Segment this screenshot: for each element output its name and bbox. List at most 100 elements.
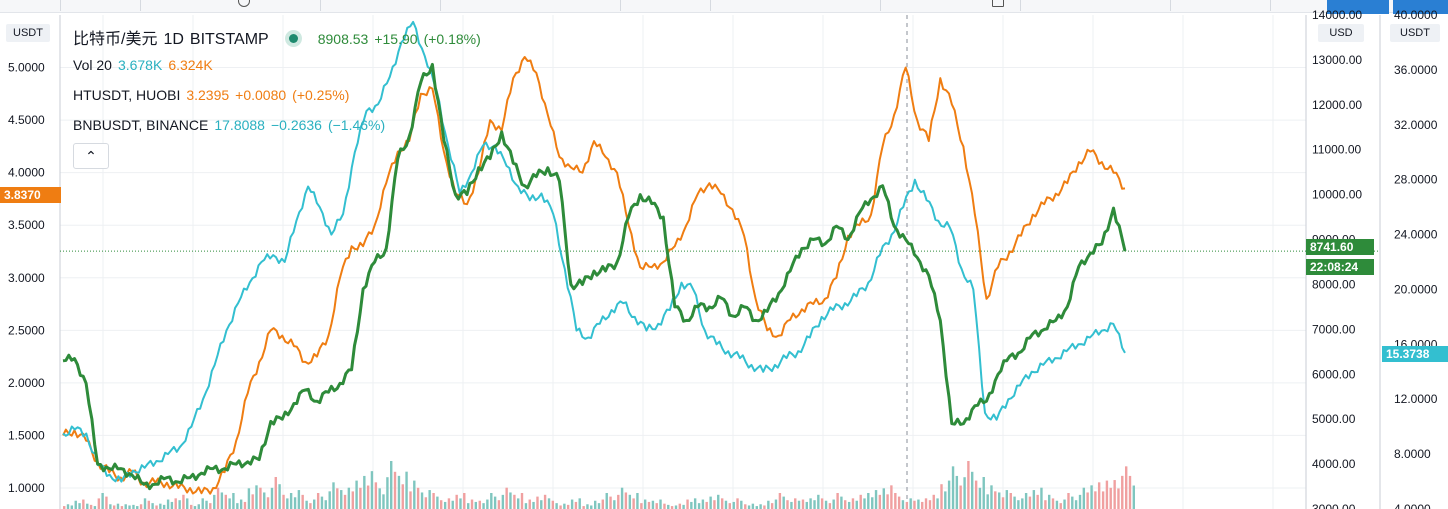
volume-bar — [162, 504, 166, 509]
bnbusdt-label: BNBUSDT, BINANCE — [73, 117, 209, 133]
bnb-tick-label: 20.0000 — [1394, 282, 1438, 296]
volume-bar — [774, 499, 778, 509]
volume-bar — [1082, 487, 1086, 509]
legend-volume[interactable]: Vol 20 3.678K 6.324K — [73, 57, 219, 73]
bnb-tick-label: 28.0000 — [1394, 173, 1438, 187]
volume-bar — [305, 500, 308, 509]
volume-bar — [828, 503, 832, 509]
bnb-tick-label: 12.0000 — [1394, 392, 1438, 406]
volume-bar — [651, 500, 655, 509]
volume-bar — [878, 494, 882, 509]
series-line-btcusd — [62, 62, 1127, 491]
toolbar-segment[interactable] — [140, 0, 321, 11]
volume-bar — [1090, 485, 1093, 509]
series-line-htusdt — [62, 56, 1126, 495]
volume-bar — [840, 496, 843, 509]
volume-bar — [286, 498, 289, 509]
toolbar-segment[interactable] — [0, 0, 61, 11]
interval-label[interactable]: 1D — [163, 31, 184, 48]
volume-bar — [609, 496, 612, 509]
left-tick-label: 4.0000 — [8, 166, 45, 180]
volume-bar — [982, 477, 985, 509]
bnb-tick-label: 4.0000 — [1394, 502, 1431, 509]
volume-bar — [978, 487, 982, 509]
legend-htusdt[interactable]: HTUSDT, HUOBI 3.2395 +0.0080 (+0.25%) — [73, 87, 355, 103]
volume-bar — [336, 488, 339, 509]
volume-bar — [147, 500, 151, 509]
volume-bar — [1044, 500, 1047, 509]
volume-bar — [693, 498, 697, 509]
volume-bar — [428, 490, 431, 509]
toolbar-segment[interactable] — [1020, 0, 1171, 11]
volume-bar — [186, 498, 189, 509]
volume-bar — [947, 480, 951, 509]
bnb-tick-label: 36.0000 — [1394, 63, 1438, 77]
volume-bar — [890, 485, 893, 509]
volume-bar — [382, 494, 385, 509]
bnb-axis-unit[interactable]: USDT — [1390, 24, 1440, 42]
plot-area — [60, 15, 1306, 509]
volume-bar — [266, 497, 270, 509]
volume-bar — [370, 471, 374, 509]
volume-bar — [112, 505, 116, 509]
volume-bar — [632, 498, 635, 509]
volume-bar — [420, 492, 424, 509]
volume-bar — [578, 498, 581, 509]
btc-price-badge: 8741.60 — [1306, 239, 1374, 255]
volume-bar — [74, 500, 77, 509]
toolbar-segment[interactable] — [620, 0, 711, 11]
volume-bar — [263, 492, 266, 509]
btc-axis-unit[interactable]: USD — [1318, 24, 1364, 42]
toolbar-segment[interactable] — [320, 0, 441, 11]
volume-bar — [205, 500, 208, 509]
symbol-name[interactable]: 比特币/美元 — [73, 31, 158, 48]
volume-bar — [516, 498, 520, 509]
volume-bar — [505, 487, 508, 509]
publish-button[interactable] — [1393, 0, 1448, 14]
btc-tick-label: 13000.00 — [1312, 53, 1362, 67]
volume-bar — [924, 498, 928, 509]
collapse-legend-button[interactable]: ⌃ — [73, 143, 109, 169]
volume-bar — [501, 494, 505, 509]
legend-bnbusdt[interactable]: BNBUSDT, BINANCE 17.8088 −0.2636 (−1.46%) — [73, 117, 391, 133]
left-axis-unit[interactable]: USDT — [6, 24, 50, 42]
volume-bar — [990, 485, 993, 509]
volume-bar — [393, 471, 397, 509]
toolbar-segment[interactable] — [60, 0, 141, 11]
volume-bar — [863, 498, 866, 509]
volume-bar — [363, 475, 366, 509]
volume-bar — [690, 501, 693, 509]
camera-icon[interactable] — [992, 0, 1004, 7]
toolbar-segment[interactable] — [1170, 0, 1271, 11]
volume-bar — [174, 498, 177, 509]
volume-bar — [643, 499, 647, 509]
volume-bar — [66, 504, 70, 509]
volume-bar — [882, 488, 885, 509]
volume-bar — [1078, 494, 1082, 509]
volume-bar — [705, 501, 708, 509]
toolbar-segment[interactable] — [880, 0, 1021, 11]
volume-bar — [486, 499, 489, 509]
volume-bar — [824, 500, 828, 509]
toolbar-segment[interactable] — [710, 0, 881, 11]
volume-bar — [166, 499, 170, 509]
volume-bar — [747, 505, 751, 509]
chevron-up-icon: ⌃ — [85, 148, 97, 164]
volume-bar — [728, 503, 731, 509]
bnbusdt-change-pct: (−1.46%) — [327, 117, 386, 133]
toolbar-segment[interactable] — [440, 0, 621, 11]
volume-bar — [713, 500, 716, 509]
volume-bar — [1128, 475, 1132, 509]
bnb-tick-label: 24.0000 — [1394, 228, 1438, 242]
toolbar-accent-button[interactable] — [1327, 0, 1389, 14]
volume-bar — [678, 503, 682, 509]
volume-bar — [759, 504, 762, 509]
volume-bar — [709, 496, 712, 509]
volume-bar — [794, 498, 797, 509]
volume-bar — [251, 494, 254, 509]
volume-bar — [763, 505, 766, 509]
volume-bar — [667, 504, 670, 509]
volume-bar — [443, 501, 447, 509]
volume-bar — [809, 498, 812, 509]
